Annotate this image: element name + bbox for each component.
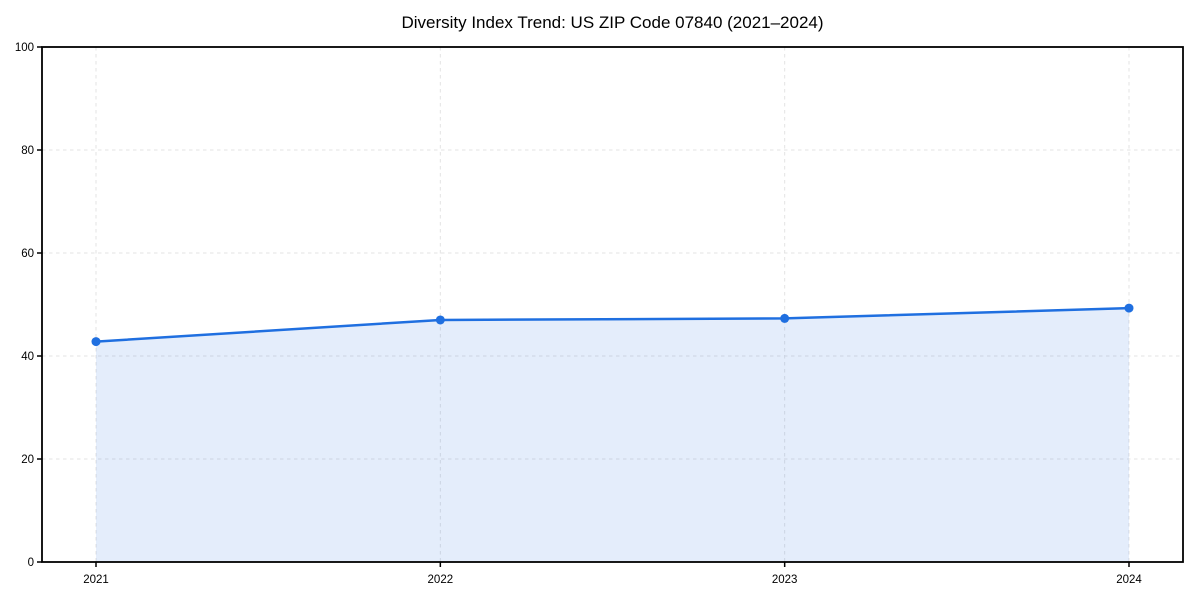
- y-tick-label: 100: [15, 42, 34, 54]
- data-point: [1124, 303, 1134, 313]
- x-tick-label: 2023: [772, 574, 798, 586]
- x-tick-label: 2022: [428, 574, 454, 586]
- trend-line: [94, 306, 1131, 343]
- y-tick-label: 60: [21, 248, 34, 260]
- data-point: [435, 315, 445, 325]
- x-tick-label: 2024: [1116, 574, 1142, 586]
- area-fill: [96, 308, 1129, 562]
- y-tick-label: 0: [28, 557, 34, 569]
- x-tick-label: 2021: [83, 574, 109, 586]
- chart-title: Diversity Index Trend: US ZIP Code 07840…: [401, 13, 824, 32]
- plot-border: [41, 46, 1184, 563]
- y-tick-label: 40: [21, 351, 34, 363]
- data-point: [780, 313, 790, 323]
- data-point: [91, 337, 101, 347]
- y-tick-label: 20: [21, 454, 34, 466]
- y-tick-label: 80: [21, 145, 34, 157]
